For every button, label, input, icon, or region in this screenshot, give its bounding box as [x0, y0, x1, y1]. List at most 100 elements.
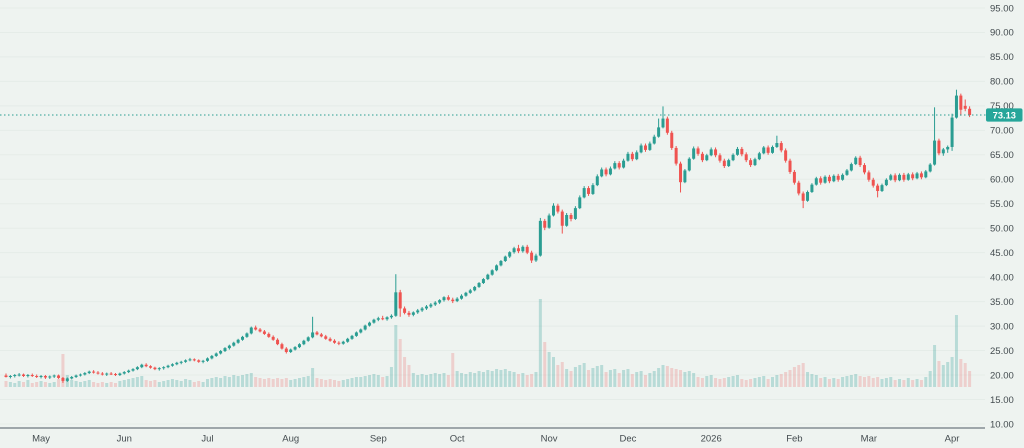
volume-bar	[753, 378, 757, 387]
volume-bar	[906, 378, 910, 387]
candle-body	[223, 348, 227, 352]
volume-bar	[118, 381, 122, 387]
volume-bar	[735, 375, 739, 387]
volume-bar	[4, 381, 8, 387]
volume-bar	[96, 383, 100, 387]
volume-bar	[254, 377, 258, 387]
grid-layer	[0, 7, 985, 425]
candle-body	[297, 344, 301, 348]
price-tick-label: 65.00	[990, 150, 1014, 161]
candle-body	[420, 308, 424, 311]
volume-bar	[170, 379, 174, 387]
volume-bar	[368, 375, 372, 387]
candle-body	[731, 154, 735, 161]
price-axis[interactable]: 95.00 90.00 85.00 80.00 75.00 70.00 65.00 60.00…	[990, 3, 1014, 430]
candle-body	[591, 185, 595, 194]
volume-bar	[792, 367, 796, 387]
candle-body	[792, 171, 796, 183]
volume-bar	[687, 371, 691, 387]
time-tick-label: May	[32, 434, 50, 445]
volume-bar	[762, 376, 766, 387]
candle-body	[188, 359, 192, 361]
price-tick-label: 80.00	[990, 77, 1014, 88]
candle-body	[841, 174, 845, 180]
candle-body	[643, 145, 647, 150]
volume-bar	[241, 375, 245, 387]
candle-body	[236, 339, 240, 343]
candle-body	[337, 342, 341, 344]
volume-bar	[157, 382, 161, 387]
volume-bar	[48, 383, 52, 387]
volume-bar	[175, 380, 179, 387]
candle-body	[280, 344, 284, 349]
candle-body	[946, 146, 950, 150]
volume-bar	[385, 376, 389, 387]
time-axis[interactable]: May Jun Jul Aug Sep Oct Nov Dec 2026 Feb Mar Apr	[32, 434, 959, 445]
candle-body	[665, 118, 669, 133]
candle-body	[854, 157, 858, 165]
candle-body	[827, 176, 831, 182]
volume-bar	[582, 363, 586, 387]
candle-body	[547, 215, 551, 228]
price-tick-label: 85.00	[990, 52, 1014, 63]
volume-bar	[473, 373, 477, 387]
volume-bar	[381, 377, 385, 387]
volume-bar	[398, 339, 402, 387]
volume-bar	[197, 381, 201, 387]
volume-bar	[560, 362, 564, 387]
candle-body	[709, 149, 713, 156]
volume-bar	[302, 377, 306, 387]
volume-bar	[389, 367, 393, 387]
candle-body	[814, 178, 818, 185]
candle-body	[328, 338, 332, 341]
candle-body	[779, 143, 783, 151]
candle-body	[333, 340, 336, 343]
candle-body	[30, 375, 34, 377]
candle-body	[464, 292, 468, 296]
candle-body	[718, 155, 722, 161]
volume-bar	[788, 370, 792, 387]
volume-bar	[61, 354, 65, 387]
candle-body	[911, 174, 915, 179]
volume-bar	[276, 378, 280, 387]
volume-bar	[700, 378, 704, 387]
volume-bar	[521, 373, 525, 387]
volume-bar	[827, 379, 831, 387]
volume-bar	[937, 361, 941, 387]
volume-bar	[333, 380, 336, 387]
volume-bar	[543, 342, 547, 387]
candle-body	[398, 292, 402, 309]
volume-bar	[57, 379, 61, 387]
candle-body	[368, 322, 372, 326]
volume-bar	[341, 380, 345, 387]
candle-body	[179, 361, 183, 363]
volume-bar	[595, 366, 599, 387]
volume-bar	[911, 380, 915, 387]
candle-body	[96, 372, 100, 374]
volume-bar	[928, 371, 932, 387]
candle-body	[315, 332, 319, 335]
time-tick-label: 2026	[701, 434, 722, 445]
candle-body	[170, 364, 174, 366]
candle-body	[411, 312, 415, 315]
price-tick-label: 55.00	[990, 199, 1014, 210]
volume-bar	[179, 381, 183, 387]
candle-body	[372, 319, 376, 323]
candle-body	[635, 152, 639, 160]
candle-body	[543, 220, 547, 228]
candle-body	[192, 359, 196, 361]
candle-body	[48, 376, 52, 378]
candle-body	[679, 163, 683, 183]
candle-body	[232, 342, 236, 346]
candle-body	[214, 353, 218, 356]
volume-bar	[679, 370, 683, 387]
volume-bar	[608, 370, 612, 387]
volume-bar	[600, 365, 604, 387]
volume-bar	[135, 377, 139, 387]
candle-body	[495, 265, 499, 271]
volume-bar	[293, 379, 297, 387]
price-tick-label: 50.00	[990, 224, 1014, 235]
candle-body	[512, 248, 516, 253]
candle-body	[407, 312, 411, 315]
